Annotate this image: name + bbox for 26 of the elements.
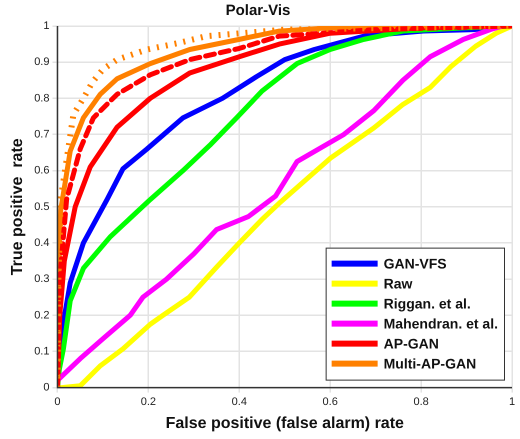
legend-label: Riggan. et al. (384, 295, 471, 312)
chart-title: Polar-Vis (226, 2, 290, 20)
y-tick-label: 0.5 (34, 200, 50, 213)
x-tick-label: 0.6 (322, 396, 338, 408)
y-axis-title: True positive rate (9, 138, 26, 276)
y-tick-label: 0.8 (34, 92, 50, 104)
x-tick-label: 0.8 (413, 396, 429, 408)
legend-label: Multi-AP-GAN (384, 355, 476, 372)
x-tick-label: 0.4 (232, 396, 247, 408)
legend-label: Mahendran. et al. (384, 315, 498, 332)
x-tick-label: 0.2 (140, 396, 156, 408)
y-tick-label: 0.6 (34, 164, 50, 177)
y-tick-label: 1 (43, 20, 50, 32)
x-axis-title: False positive (false alarm) rate (166, 414, 404, 432)
legend-label: AP-GAN (384, 335, 439, 352)
y-tick-label: 0 (43, 382, 50, 394)
legend-label: GAN-VFS (384, 255, 447, 272)
y-tick-label: 0.9 (34, 56, 50, 68)
y-tick-label: 0.3 (34, 273, 50, 286)
y-tick-label: 0.4 (34, 236, 50, 249)
y-tick-label: 0.2 (34, 309, 50, 322)
y-tick-label: 0.7 (34, 128, 50, 141)
x-tick-label: 0 (54, 396, 61, 408)
x-tick-label: 1 (508, 396, 516, 408)
y-tick-label: 0.1 (34, 345, 50, 358)
legend-label: Raw (384, 275, 413, 292)
